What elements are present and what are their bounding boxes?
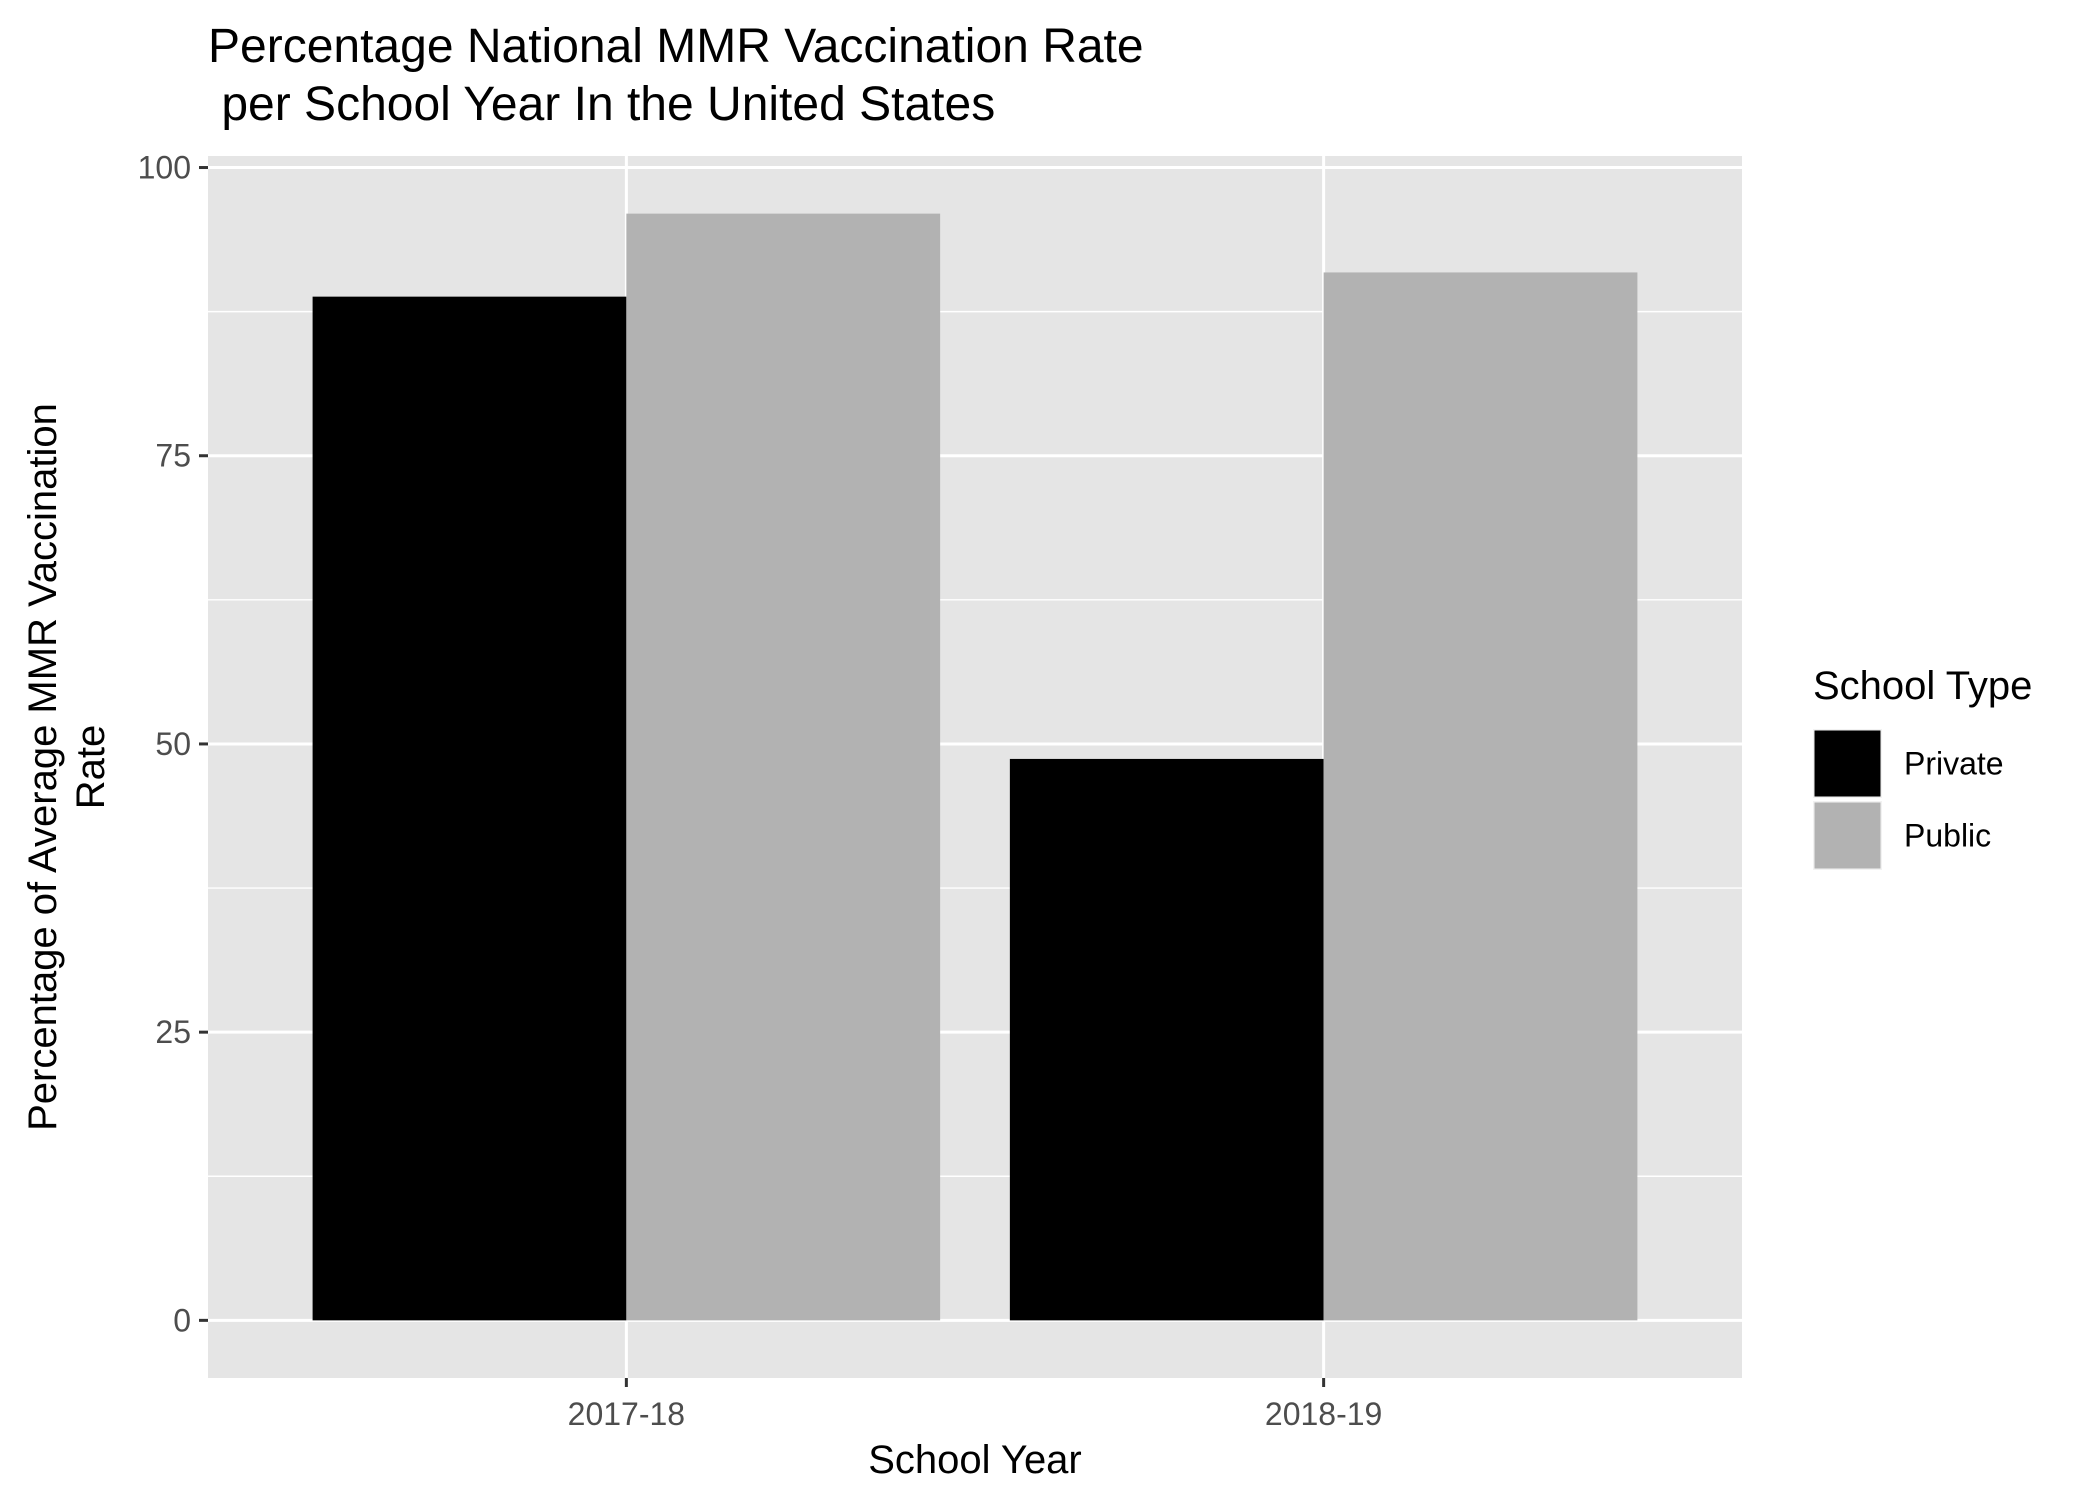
x-axis-title: School Year <box>868 1438 1082 1482</box>
x-axis: 2017-18 2018-19 <box>568 1378 1382 1432</box>
bar-public-2018-19 <box>1323 272 1638 1321</box>
y-axis-title: Percentage of Average MMR Vaccination Ra… <box>21 403 113 1131</box>
y-tick-label: 25 <box>155 1014 191 1050</box>
legend: School Type Private Public <box>1813 664 2032 870</box>
legend-title: School Type <box>1813 664 2032 708</box>
y-tick-label: 0 <box>173 1302 191 1338</box>
legend-swatch-private <box>1814 730 1881 797</box>
y-tick-label: 50 <box>155 726 191 762</box>
x-tick-label: 2018-19 <box>1265 1396 1382 1432</box>
y-tick-label: 100 <box>138 150 191 186</box>
chart-title-line-2: per School Year In the United States <box>208 78 995 131</box>
y-axis-title-line-2: Rate <box>69 725 113 810</box>
legend-label-public: Public <box>1904 818 1991 854</box>
chart-title-line-1: Percentage National MMR Vaccination Rate <box>208 20 1144 73</box>
y-tick-label: 75 <box>155 438 191 474</box>
bar-private-2018-19 <box>1009 758 1324 1321</box>
bar-public-2017-18 <box>626 213 941 1321</box>
chart-title: Percentage National MMR Vaccination Rate… <box>208 20 1144 131</box>
y-axis: 0 25 50 75 100 <box>138 150 208 1338</box>
legend-label-private: Private <box>1904 746 2004 782</box>
legend-swatch-public <box>1814 802 1881 869</box>
bars <box>312 213 1638 1321</box>
y-axis-title-line-1: Percentage of Average MMR Vaccination <box>21 403 65 1131</box>
bar-private-2017-18 <box>312 296 627 1321</box>
x-tick-label: 2017-18 <box>568 1396 685 1432</box>
